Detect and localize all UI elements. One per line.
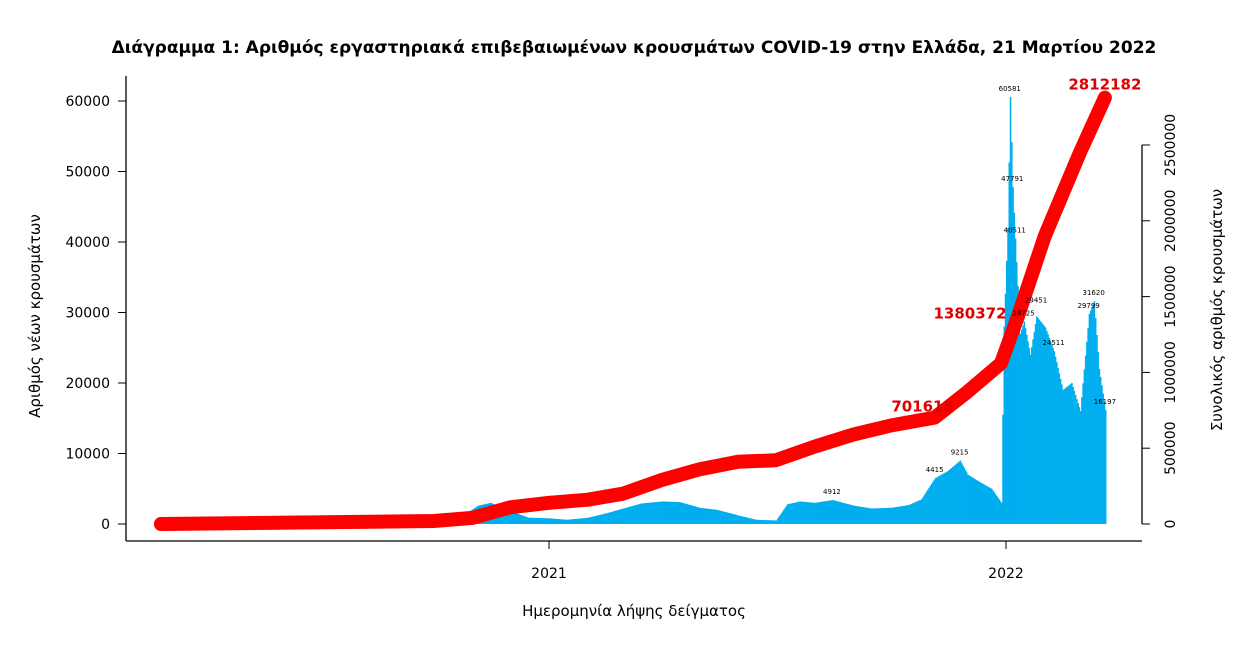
bar-value-label: 4912: [823, 488, 841, 496]
y2-tick-label: 1500000: [1163, 265, 1179, 327]
x-tick-label: 2022: [988, 566, 1024, 582]
bar-value-label: 29451: [1025, 296, 1047, 304]
bar-value-label: 40511: [1004, 226, 1026, 234]
bar-value-label: 9215: [951, 449, 969, 457]
bar-value-label: 24511: [1042, 339, 1064, 347]
bar-value-label: 4415: [926, 466, 944, 474]
y-tick-label: 40000: [65, 235, 110, 251]
y2-tick-label: 1000000: [1163, 341, 1179, 403]
y-tick-label: 20000: [65, 376, 110, 392]
y-tick-label: 30000: [65, 306, 110, 322]
y2-axis-label: Συνολικός αριθμός κρουσμάτων: [1208, 189, 1226, 431]
bar-value-label: 28725: [1012, 309, 1034, 317]
y2-tick-label: 2000000: [1163, 190, 1179, 252]
cumulative-value-label: 701618: [891, 398, 954, 416]
bar-value-label: 31620: [1083, 289, 1105, 297]
bar: [1105, 410, 1107, 524]
y-tick-label: 0: [101, 517, 110, 533]
bar-value-label: 47791: [1001, 175, 1023, 183]
x-tick-label: 2021: [531, 566, 567, 582]
y-tick-label: 10000: [65, 447, 110, 463]
y-axis-label: Αριθμός νέων κρουσμάτων: [26, 214, 44, 418]
bar-value-label: 29799: [1077, 302, 1099, 310]
y-tick-label: 50000: [65, 165, 110, 181]
bar-value-label: 60581: [999, 85, 1021, 93]
y2-tick-label: 500000: [1163, 421, 1179, 474]
y-ticks-left: 0 10000 20000 30000 40000 50000 60000: [65, 94, 126, 533]
bar-value-label: 16197: [1094, 398, 1116, 406]
y2-tick-label: 0: [1163, 520, 1179, 529]
y-tick-label: 60000: [65, 94, 110, 110]
y2-tick-label: 2500000: [1163, 114, 1179, 176]
cumulative-value-label: 1380372: [933, 305, 1006, 323]
y-ticks-right: 0 500000 1000000 1500000 2000000 2500000: [1142, 114, 1179, 529]
cumulative-value-label: 2812182: [1068, 76, 1141, 94]
x-ticks: 2021 2022: [531, 541, 1024, 582]
x-axis-label: Ημερομηνία λήψης δείγματος: [522, 602, 746, 620]
chart-title: Διάγραμμα 1: Αριθμός εργαστηριακά επιβεβ…: [112, 38, 1157, 58]
